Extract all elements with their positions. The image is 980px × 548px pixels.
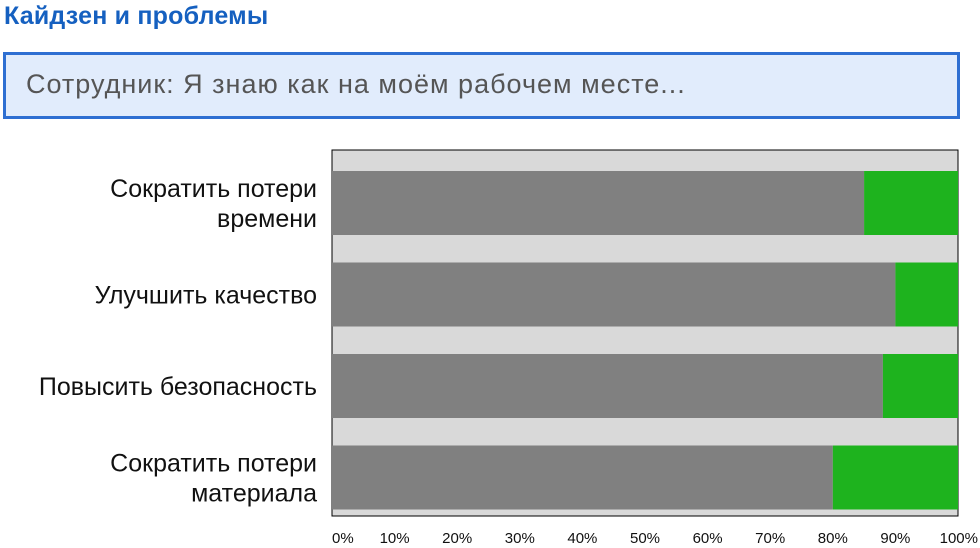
page-title: Кайдзен и проблемы [4, 2, 269, 30]
x-tick-label: 60% [693, 530, 723, 547]
category-label-4-line-1: Сократить потери [110, 450, 317, 478]
bar-segment-2-row-3 [882, 354, 958, 418]
x-tick-label: 30% [505, 530, 535, 547]
category-label-1-line-2: времени [217, 205, 317, 233]
category-label-4-line-2: материала [191, 480, 317, 508]
banner-text: Сотрудник: Я знаю как на моём рабочем ме… [26, 69, 686, 99]
x-tick-label: 50% [630, 530, 660, 547]
bar-segment-2-row-2 [895, 262, 958, 327]
x-tick-label: 90% [880, 530, 910, 547]
x-tick-label: 70% [755, 530, 785, 547]
x-tick-label: 80% [818, 530, 848, 547]
category-label-3-line-1: Повысить безопасность [39, 373, 317, 401]
bar-segment-2-row-1 [864, 171, 958, 235]
x-tick-label: 0% [332, 530, 354, 547]
bar-segment-2-row-4 [832, 445, 958, 510]
category-label-2-line-1: Улучшить качество [95, 282, 317, 310]
x-tick-label: 20% [442, 530, 472, 547]
bar-segment-1-row-1 [332, 171, 865, 235]
bar-segment-1-row-2 [332, 262, 896, 327]
category-label-1-line-1: Сократить потери [110, 175, 317, 203]
bar-segment-1-row-3 [332, 354, 883, 418]
bar-segment-1-row-4 [332, 445, 833, 510]
statement-banner: Сотрудник: Я знаю как на моём рабочем ме… [3, 52, 960, 119]
x-tick-label: 100% [940, 530, 978, 547]
x-tick-label: 10% [380, 530, 410, 547]
x-tick-label: 40% [567, 530, 597, 547]
